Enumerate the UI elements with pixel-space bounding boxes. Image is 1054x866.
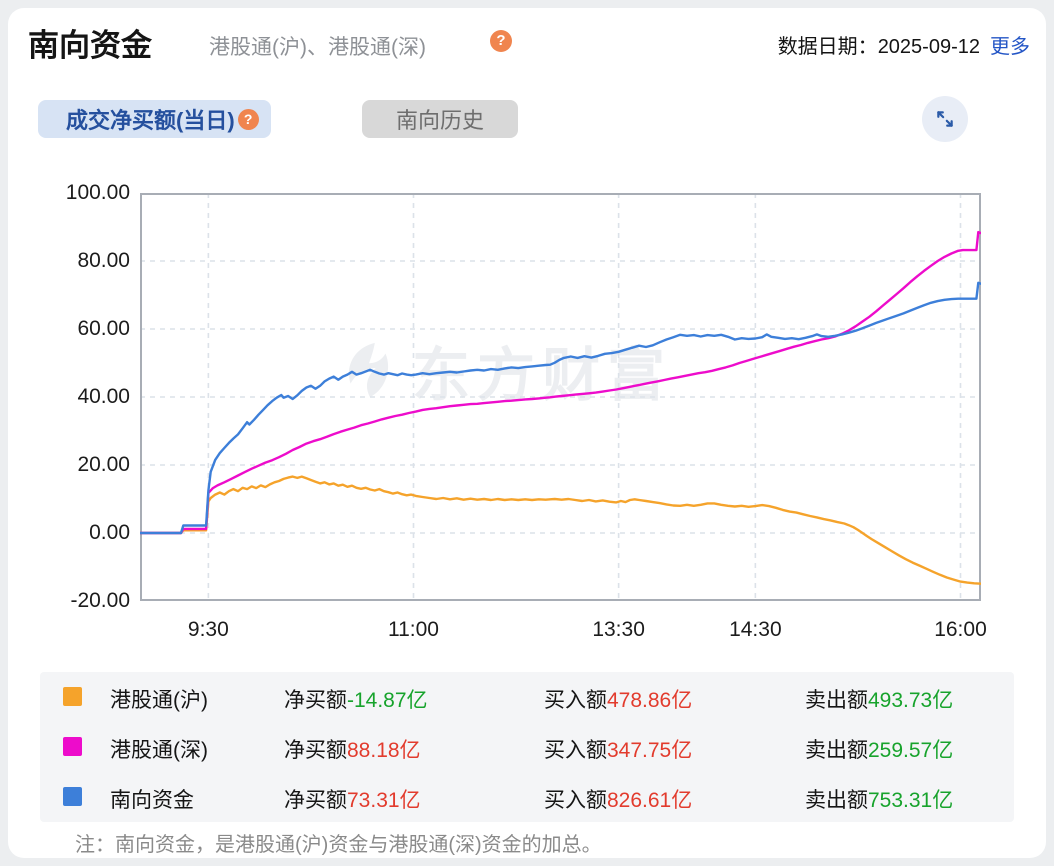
- tab-net-buy-today-label: 成交净买额(当日): [66, 108, 235, 133]
- data-date-value: 2025-09-12: [877, 36, 980, 58]
- net-value: 88.18亿: [347, 739, 421, 762]
- buy-label: 买入额: [544, 689, 607, 712]
- footnote: 注：南向资金，是港股通(沪)资金与港股通(深)资金的加总。: [75, 834, 602, 856]
- legend-name: 港股通(深): [110, 739, 208, 762]
- sell-label: 卖出额: [805, 689, 868, 712]
- south-color-swatch: [63, 787, 82, 806]
- tab-net-buy-today[interactable]: 成交净买额(当日) ?: [38, 100, 271, 138]
- tab-southbound-history[interactable]: 南向历史: [362, 100, 519, 138]
- y-tick-label: 20.00: [77, 453, 130, 476]
- x-tick-label: 9:30: [187, 618, 229, 641]
- sh-color-swatch: [63, 687, 82, 706]
- fullscreen-button[interactable]: [922, 96, 968, 142]
- series-line: [140, 230, 981, 535]
- line-chart: [140, 193, 981, 601]
- expand-arrows-icon: [937, 111, 953, 127]
- sell-value: 753.31亿: [868, 789, 954, 812]
- x-tick-label: 11:00: [387, 618, 439, 641]
- net-label: 净买额: [284, 789, 347, 812]
- y-tick-label: 40.00: [77, 385, 130, 408]
- buy-value: 347.75亿: [607, 739, 693, 762]
- series-line: [140, 281, 981, 535]
- sell-label: 卖出额: [805, 739, 868, 762]
- page-title: 南向资金: [28, 28, 152, 63]
- southbound-funds-card: 南向资金 港股通(沪)、港股通(深) ? 数据日期：2025-09-12 更多 成…: [8, 8, 1046, 858]
- x-tick-label: 13:30: [592, 618, 645, 641]
- buy-value: 478.86亿: [607, 689, 693, 712]
- y-tick-label: 100.00: [65, 181, 130, 204]
- sz-color-swatch: [63, 737, 82, 756]
- more-link[interactable]: 更多: [990, 36, 1030, 58]
- tab-southbound-history-label: 南向历史: [396, 108, 485, 133]
- legend-row-south: 南向资金 净买额73.31亿 买入额826.61亿 卖出额753.31亿: [40, 772, 1014, 822]
- y-tick-label: 60.00: [77, 317, 130, 340]
- legend-name: 南向资金: [110, 789, 194, 812]
- x-tick-label: 16:00: [934, 618, 987, 641]
- sell-value: 493.73亿: [868, 689, 954, 712]
- sell-value: 259.57亿: [868, 739, 954, 762]
- plot-border: [140, 193, 981, 601]
- net-value: 73.31亿: [347, 789, 421, 812]
- buy-label: 买入额: [544, 789, 607, 812]
- y-tick-label: -20.00: [70, 589, 130, 612]
- y-tick-label: 80.00: [77, 249, 130, 272]
- y-tick-label: 0.00: [89, 521, 130, 544]
- buy-value: 826.61亿: [607, 789, 693, 812]
- tab-help-icon[interactable]: ?: [237, 108, 259, 130]
- net-value: -14.87亿: [347, 689, 428, 712]
- page-subtitle: 港股通(沪)、港股通(深): [209, 36, 426, 59]
- data-date-label: 数据日期：: [777, 36, 878, 58]
- sell-label: 卖出额: [805, 789, 868, 812]
- data-date-group: 数据日期：2025-09-12 更多: [778, 30, 1030, 59]
- x-tick-label: 14:30: [729, 618, 782, 641]
- legend-row-sz: 港股通(深) 净买额88.18亿 买入额347.75亿 卖出额259.57亿: [40, 722, 1014, 772]
- net-label: 净买额: [284, 689, 347, 712]
- buy-label: 买入额: [544, 739, 607, 762]
- series-line: [140, 475, 981, 585]
- title-help-icon[interactable]: ?: [490, 30, 512, 52]
- net-label: 净买额: [284, 739, 347, 762]
- legend-name: 港股通(沪): [110, 689, 208, 712]
- legend-row-sh: 港股通(沪) 净买额-14.87亿 买入额478.86亿 卖出额493.73亿: [40, 672, 1014, 722]
- legend-panel: 港股通(沪) 净买额-14.87亿 买入额478.86亿 卖出额493.73亿 …: [40, 672, 1014, 822]
